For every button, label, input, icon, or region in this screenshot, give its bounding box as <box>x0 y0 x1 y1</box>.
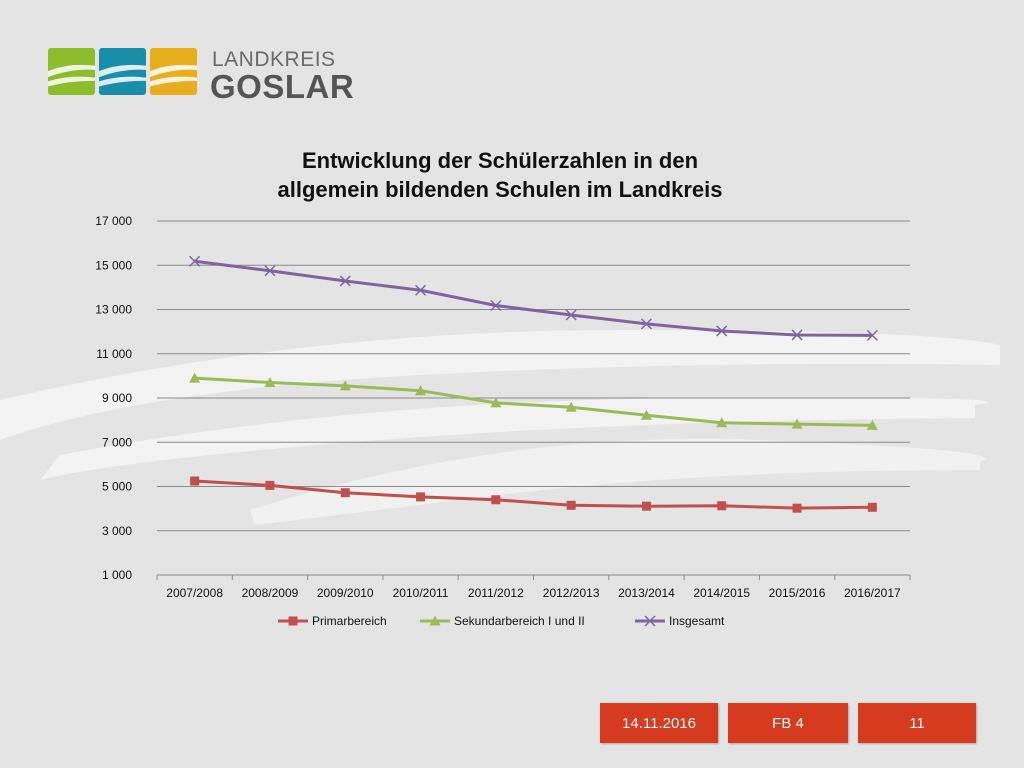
data-point <box>490 299 502 312</box>
data-point <box>415 385 427 396</box>
data-point <box>867 502 877 512</box>
y-tick-label: 17 000 <box>95 214 132 228</box>
series-line-2 <box>194 376 873 427</box>
data-point <box>866 329 878 341</box>
data-point <box>415 284 427 296</box>
logo-tile-green <box>48 48 95 95</box>
data-point <box>490 397 502 408</box>
y-tick-label: 11 000 <box>96 347 132 361</box>
data-point <box>792 503 802 513</box>
legend-label: Sekundarbereich I und II <box>454 614 585 628</box>
data-point <box>566 500 576 510</box>
data-point <box>491 495 501 505</box>
y-tick-label: 3 000 <box>102 524 132 538</box>
data-point <box>265 480 275 490</box>
data-point <box>340 488 350 498</box>
data-point <box>416 492 426 502</box>
y-tick-label: 7 000 <box>102 435 132 449</box>
landkreis-goslar-logo: LANDKREIS GOSLAR <box>48 46 354 105</box>
data-point <box>641 501 651 511</box>
line-chart: 1 000 3 000 5 000 7 000 9 000 11 000 13 000 15 … <box>95 214 911 628</box>
legend-label: Primarbereich <box>312 614 387 628</box>
data-point <box>190 476 200 486</box>
x-tick-label: 2007/2008 <box>166 586 223 600</box>
x-tick-label: 2008/2009 <box>242 586 299 600</box>
data-point <box>339 380 351 391</box>
x-tick-label: 2014/2015 <box>693 586 750 600</box>
legend-marker <box>644 615 656 627</box>
y-tick-label: 5 000 <box>102 480 132 494</box>
data-point <box>640 409 652 420</box>
data-point <box>640 318 652 330</box>
footer-date: 14.11.2016 <box>600 703 718 743</box>
logo-text-landkreis: LANDKREIS <box>212 48 336 71</box>
footer-page-number: 11 <box>858 703 976 743</box>
logo-tile-blue <box>99 48 146 95</box>
y-tick-label: 1 000 <box>102 568 132 582</box>
x-tick-label: 2012/2013 <box>543 586 600 600</box>
data-point <box>189 372 201 383</box>
series-line-3 <box>194 259 873 337</box>
chart-title-line-1: Entwicklung der Schülerzahlen in den <box>301 148 699 173</box>
x-tick-label: 2009/2010 <box>317 586 374 600</box>
y-tick-label: 15 000 <box>95 258 132 272</box>
data-point <box>264 265 276 277</box>
series-line-1 <box>194 479 873 510</box>
chart-title-line-2: allgemein bildenden Schulen im Landkreis <box>277 177 723 202</box>
data-point <box>565 401 577 412</box>
y-tick-label: 13 000 <box>95 303 132 317</box>
y-tick-label: 9 000 <box>102 391 132 405</box>
data-point <box>791 418 803 429</box>
data-point <box>716 417 728 428</box>
data-point <box>791 329 803 341</box>
legend-marker <box>429 615 441 626</box>
data-point <box>264 377 276 388</box>
data-point <box>866 419 878 430</box>
x-tick-label: 2010/2011 <box>393 586 449 600</box>
legend-label: Insgesamt <box>669 614 725 628</box>
x-tick-label: 2011/2012 <box>468 586 524 600</box>
data-point <box>339 275 351 287</box>
data-point <box>565 309 577 321</box>
logo-text-goslar: GOSLAR <box>210 68 355 105</box>
data-point <box>716 325 728 337</box>
legend-marker <box>288 616 298 626</box>
footer-department: FB 4 <box>728 703 848 743</box>
data-point <box>189 255 201 267</box>
data-point <box>717 501 727 511</box>
x-tick-label: 2015/2016 <box>769 586 826 600</box>
x-tick-label: 2013/2014 <box>618 586 675 600</box>
logo-tile-yellow <box>150 48 197 95</box>
chart-title: Entwicklung der Schülerzahlen in den all… <box>150 146 850 204</box>
x-tick-label: 2016/2017 <box>844 586 901 600</box>
